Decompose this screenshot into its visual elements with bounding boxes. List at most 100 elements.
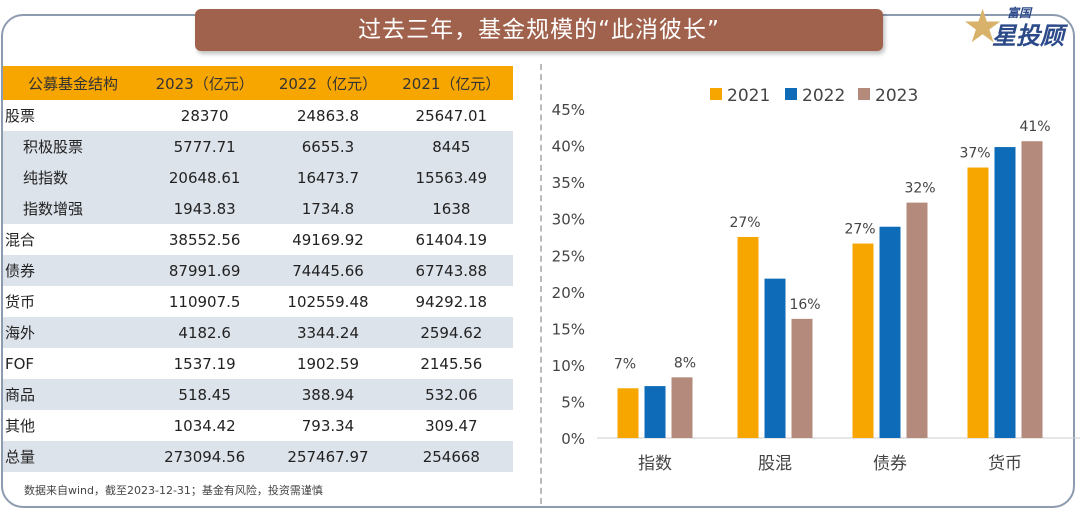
bar-2022 bbox=[879, 226, 901, 438]
row-label: 债券 bbox=[3, 255, 143, 286]
column-header: 2023（亿元） bbox=[143, 66, 267, 100]
cell-value: 388.94 bbox=[266, 379, 390, 410]
column-header: 2022（亿元） bbox=[266, 66, 390, 100]
legend-swatch-2022 bbox=[785, 88, 797, 100]
cell-value: 110907.5 bbox=[168, 292, 241, 311]
cell-value: 24863.8 bbox=[296, 106, 359, 125]
row-label: 积极股票 bbox=[3, 131, 143, 162]
cell-value: 94292.18 bbox=[415, 292, 488, 311]
cell-value: 518.45 bbox=[143, 379, 267, 410]
cell-value: 4182.6 bbox=[143, 317, 267, 348]
data-label: 27% bbox=[844, 222, 875, 238]
table-row: 货币 110907.5 102559.48 94292.18 bbox=[3, 286, 513, 317]
cell-value: 1734.8 bbox=[266, 193, 390, 224]
cell-value: 38552.56 bbox=[168, 230, 241, 249]
bar-2021 bbox=[737, 236, 759, 438]
cell-value: 20648.61 bbox=[143, 162, 267, 193]
bar-2021 bbox=[617, 388, 639, 438]
data-label: 27% bbox=[729, 215, 760, 231]
y-tick-label: 10% bbox=[552, 357, 585, 375]
cell-value: 254668 bbox=[389, 441, 513, 472]
bar-2022 bbox=[644, 386, 666, 438]
cell-value: 257467.97 bbox=[266, 441, 390, 472]
bar-2021 bbox=[967, 167, 989, 438]
row-label: 海外 bbox=[3, 317, 143, 348]
row-label: 货币 bbox=[5, 293, 36, 311]
legend-swatch-2023 bbox=[858, 88, 870, 100]
y-tick-label: 40% bbox=[552, 138, 585, 156]
table-row: 其他 1034.42 793.34 309.47 bbox=[3, 410, 513, 441]
cell-value: 87991.69 bbox=[143, 255, 267, 286]
bar-2022 bbox=[994, 147, 1016, 438]
legend-label: 2022 bbox=[802, 86, 845, 106]
table-row: 债券 87991.69 74445.66 67743.88 bbox=[3, 255, 513, 286]
divider bbox=[540, 64, 542, 504]
table-row: 总量 273094.56 257467.97 254668 bbox=[3, 441, 513, 472]
cell-value: 61404.19 bbox=[415, 230, 488, 249]
column-header: 2021（亿元） bbox=[389, 66, 513, 100]
data-label: 16% bbox=[789, 297, 820, 313]
cell-value: 74445.66 bbox=[266, 255, 390, 286]
x-tick-label: 货币 bbox=[988, 454, 1022, 474]
cell-value: 309.47 bbox=[425, 416, 478, 435]
row-label: 股票 bbox=[5, 107, 36, 125]
cell-value: 6655.3 bbox=[266, 131, 390, 162]
bar-2022 bbox=[764, 278, 786, 438]
table-row: FOF 1537.19 1902.59 2145.56 bbox=[3, 348, 513, 379]
row-label: 指数增强 bbox=[3, 193, 143, 224]
cell-value: 8445 bbox=[389, 131, 513, 162]
data-label: 41% bbox=[1019, 119, 1050, 135]
y-tick-label: 45% bbox=[552, 101, 585, 119]
cell-value: 16473.7 bbox=[266, 162, 390, 193]
y-tick-label: 25% bbox=[552, 247, 585, 265]
bar-2023 bbox=[671, 377, 693, 438]
cell-value: 273094.56 bbox=[143, 441, 267, 472]
y-tick-label: 20% bbox=[552, 284, 585, 302]
y-tick-label: 35% bbox=[552, 174, 585, 192]
legend-label: 2023 bbox=[875, 86, 918, 106]
row-label: 总量 bbox=[3, 441, 143, 472]
cell-value: 49169.92 bbox=[292, 230, 364, 249]
row-label: 混合 bbox=[5, 231, 36, 249]
bar-2023 bbox=[1021, 141, 1043, 438]
cell-value: 1537.19 bbox=[173, 354, 236, 373]
cell-value: 102559.48 bbox=[287, 292, 369, 311]
table-row: 纯指数 20648.61 16473.7 15563.49 bbox=[3, 162, 513, 193]
bar-2021 bbox=[852, 243, 874, 438]
data-label: 37% bbox=[959, 146, 990, 162]
legend-swatch-2021 bbox=[710, 88, 722, 100]
bar-2023 bbox=[906, 202, 928, 438]
cell-value: 25647.01 bbox=[415, 106, 488, 125]
table-row: 股票 28370 24863.8 25647.01 bbox=[3, 100, 513, 131]
data-label: 8% bbox=[674, 355, 696, 371]
cell-value: 2594.62 bbox=[389, 317, 513, 348]
cell-value: 5777.71 bbox=[143, 131, 267, 162]
cell-value: 2145.56 bbox=[420, 354, 483, 373]
row-label: 其他 bbox=[5, 417, 36, 435]
data-label: 7% bbox=[614, 356, 636, 372]
table-row: 积极股票 5777.71 6655.3 8445 bbox=[3, 131, 513, 162]
footnote: 数据来自wind，截至2023-12-31；基金有风险，投资需谨慎 bbox=[24, 484, 323, 497]
brand-logo: ★ bbox=[962, 2, 1072, 50]
cell-value: 1943.83 bbox=[143, 193, 267, 224]
row-label: 纯指数 bbox=[3, 162, 143, 193]
legend-label: 2021 bbox=[727, 86, 770, 106]
cell-value: 28370 bbox=[180, 106, 229, 125]
cell-value: 1034.42 bbox=[173, 416, 236, 435]
cell-value: 15563.49 bbox=[389, 162, 513, 193]
bar-chart: 0% 5% 10% 15% 20% 25% 30% 35% 40% 45% 指数 7% 8% 股混 27% 1… bbox=[552, 86, 1080, 474]
cell-value: 1902.59 bbox=[296, 354, 359, 373]
y-tick-label: 30% bbox=[552, 211, 585, 229]
column-header: 公募基金结构 bbox=[3, 66, 143, 100]
row-label: 商品 bbox=[3, 379, 143, 410]
page-title: 过去三年，基金规模的“此消彼长” bbox=[195, 9, 883, 51]
cell-value: 3344.24 bbox=[266, 317, 390, 348]
fund-structure-table: 公募基金结构 2023（亿元） 2022（亿元） 2021（亿元） 股票 28370 24… bbox=[3, 66, 513, 472]
row-label: FOF bbox=[5, 354, 35, 373]
x-tick-label: 债券 bbox=[873, 454, 907, 474]
cell-value: 1638 bbox=[389, 193, 513, 224]
cell-value: 532.06 bbox=[389, 379, 513, 410]
data-label: 32% bbox=[904, 181, 935, 197]
table-row: 海外 4182.6 3344.24 2594.62 bbox=[3, 317, 513, 348]
table-row: 商品 518.45 388.94 532.06 bbox=[3, 379, 513, 410]
